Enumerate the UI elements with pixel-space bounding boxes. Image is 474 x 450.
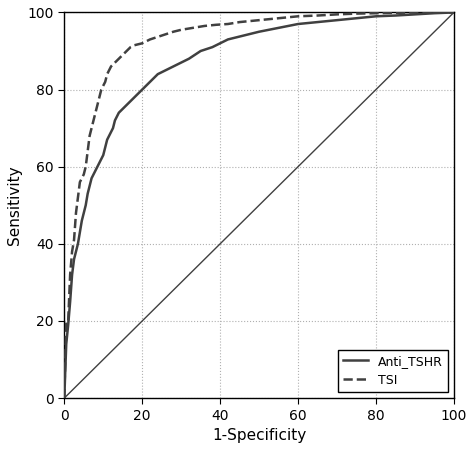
- Anti_TSHR: [91, 172, 96, 177]
- TSI: [202, 23, 208, 29]
- Anti_TSHR: [210, 45, 215, 50]
- Y-axis label: Sensitivity: Sensitivity: [7, 166, 22, 245]
- TSI: [62, 396, 67, 401]
- Anti_TSHR: [73, 249, 79, 254]
- Legend: Anti_TSHR, TSI: Anti_TSHR, TSI: [338, 350, 447, 392]
- Anti_TSHR: [79, 218, 85, 223]
- Line: TSI: TSI: [64, 13, 454, 398]
- X-axis label: 1-Specificity: 1-Specificity: [212, 428, 306, 443]
- TSI: [431, 10, 437, 15]
- TSI: [92, 110, 98, 115]
- TSI: [91, 118, 96, 123]
- Anti_TSHR: [65, 322, 71, 328]
- Anti_TSHR: [128, 99, 133, 104]
- TSI: [451, 10, 457, 15]
- TSI: [412, 10, 418, 15]
- TSI: [83, 164, 89, 169]
- Anti_TSHR: [62, 396, 67, 401]
- Line: Anti_TSHR: Anti_TSHR: [64, 13, 454, 398]
- Anti_TSHR: [451, 10, 457, 15]
- TSI: [171, 29, 176, 35]
